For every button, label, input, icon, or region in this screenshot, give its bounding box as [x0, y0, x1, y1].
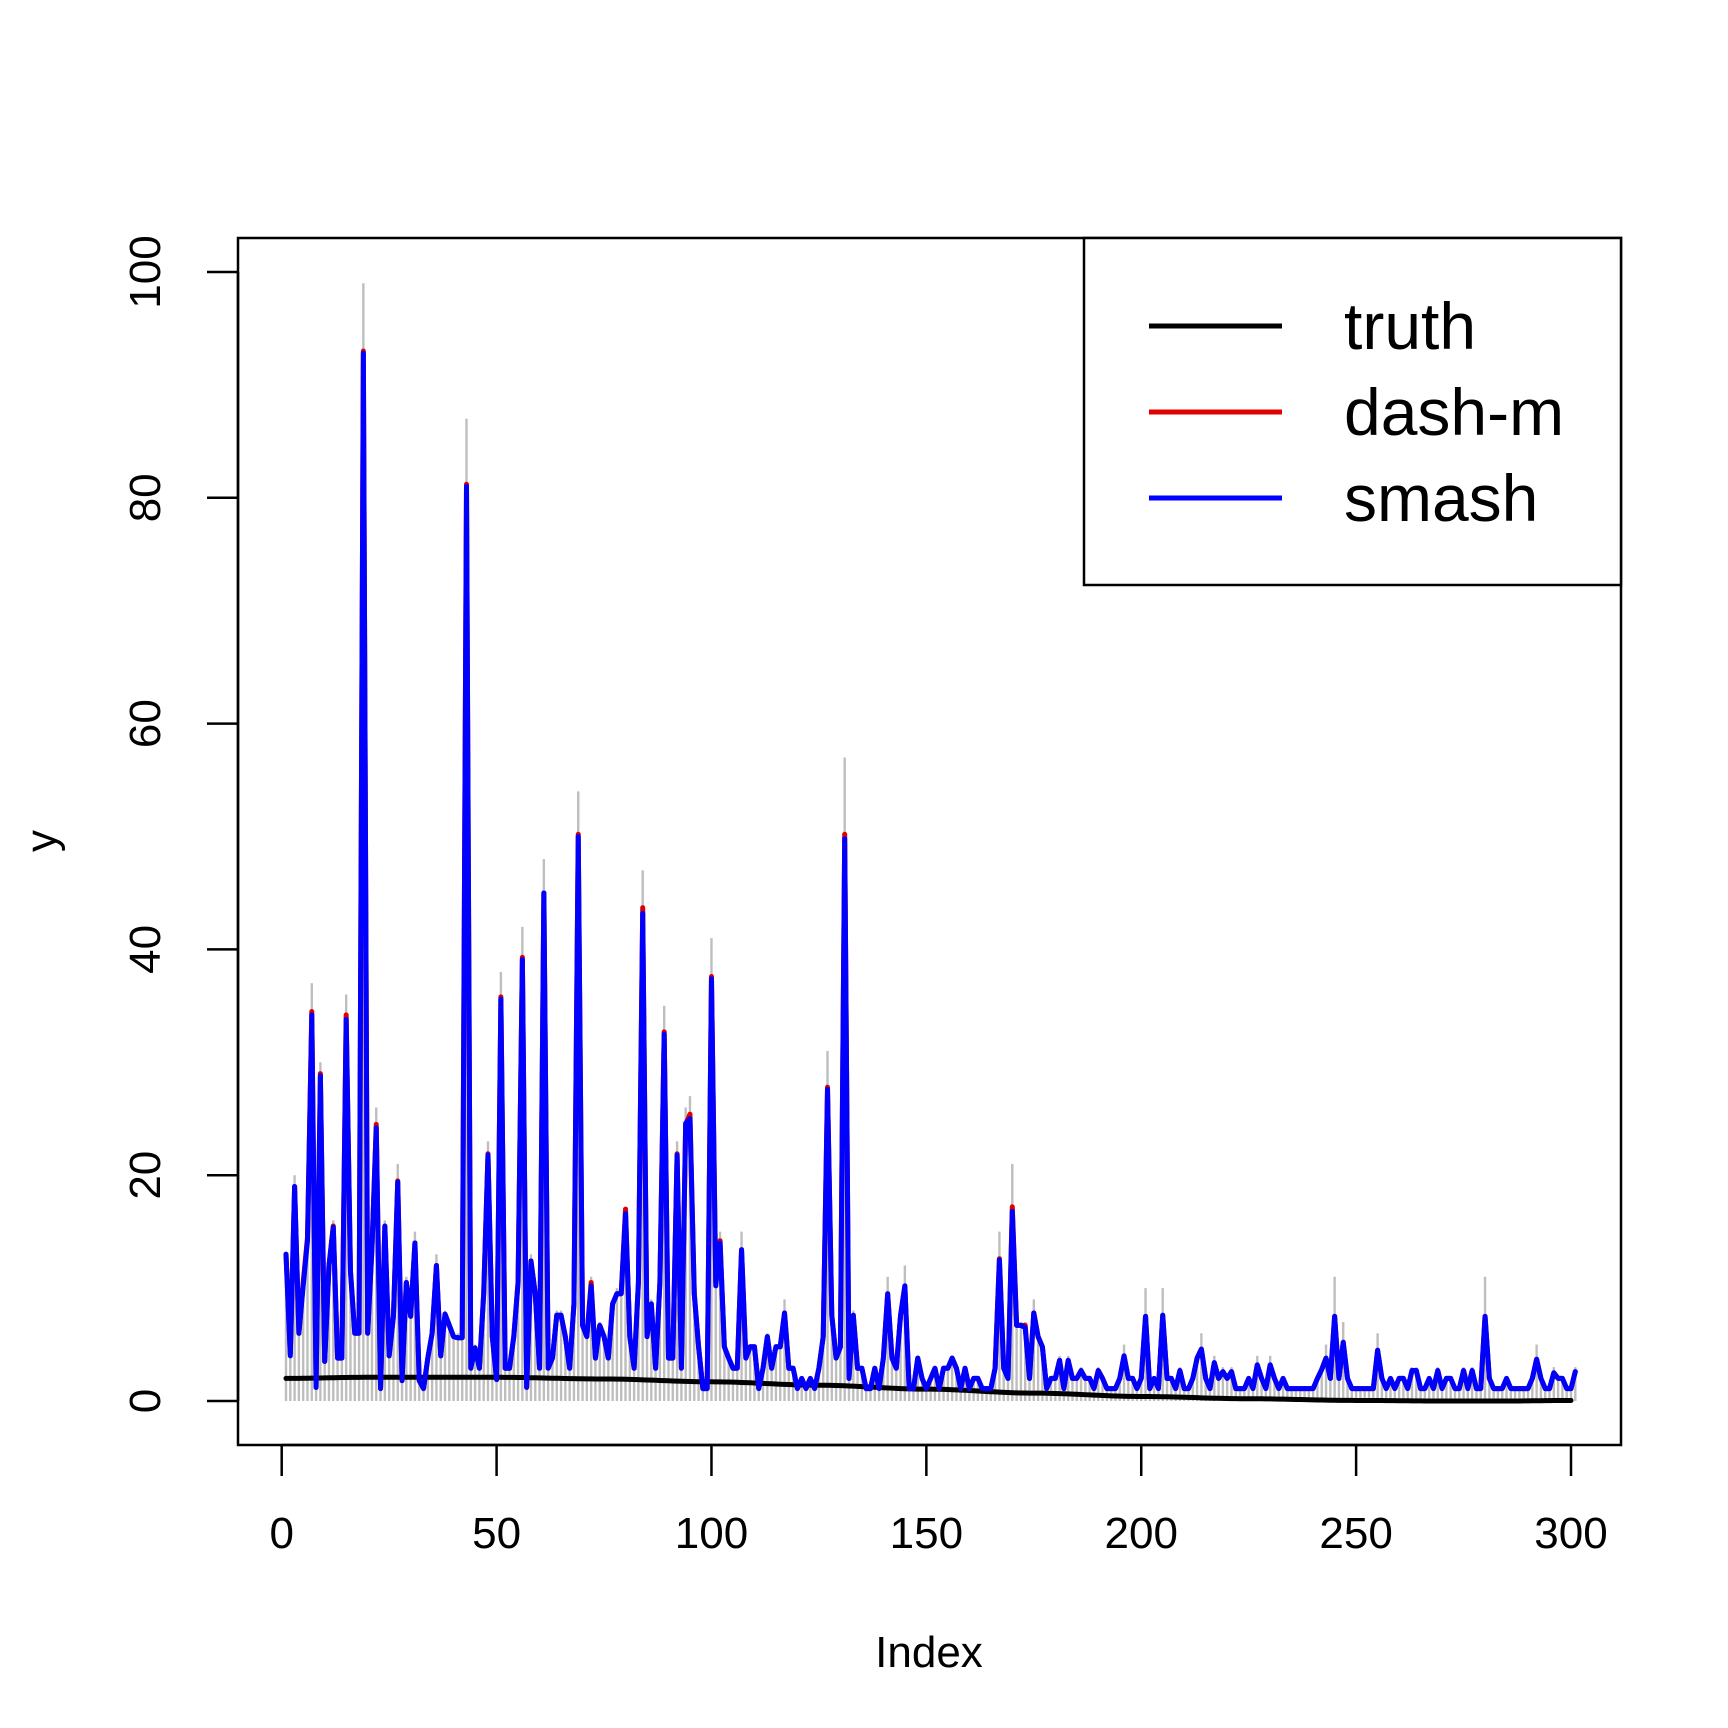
legend-label-smash: smash	[1344, 461, 1538, 535]
legend: truth dash-m smash	[1082, 236, 1623, 587]
x-tick-label: 300	[1534, 1509, 1607, 1558]
series-lines	[283, 348, 1578, 1404]
y-tick-label: 80	[121, 473, 170, 522]
legend-label-dash-m: dash-m	[1344, 375, 1564, 449]
x-axis-title: Index	[875, 1628, 983, 1677]
y-tick-label: 40	[121, 925, 170, 974]
y-tick-label: 20	[121, 1151, 170, 1200]
x-axis: 0 50 100 150 200 250 300	[269, 1443, 1608, 1558]
y-tick-label: 0	[121, 1389, 170, 1413]
series-line-smash	[283, 350, 1578, 1392]
y-tick-label: 100	[121, 235, 170, 308]
x-tick-label: 150	[890, 1509, 963, 1558]
x-tick-label: 0	[269, 1509, 293, 1558]
x-tick-label: 250	[1319, 1509, 1392, 1558]
x-tick-label: 50	[472, 1509, 521, 1558]
y-axis: 0 20 40 60 80 100	[121, 235, 240, 1413]
y-axis-title: y	[17, 830, 66, 852]
y-tick-label: 60	[121, 699, 170, 748]
x-tick-label: 200	[1105, 1509, 1178, 1558]
x-tick-label: 100	[675, 1509, 748, 1558]
legend-label-truth: truth	[1344, 289, 1476, 363]
